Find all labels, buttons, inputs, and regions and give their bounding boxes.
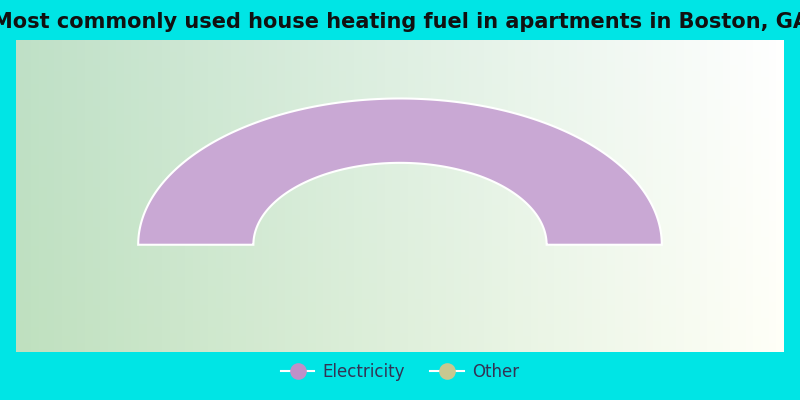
Legend: Electricity, Other: Electricity, Other — [274, 356, 526, 388]
Polygon shape — [138, 98, 662, 245]
Text: Most commonly used house heating fuel in apartments in Boston, GA: Most commonly used house heating fuel in… — [0, 12, 800, 32]
